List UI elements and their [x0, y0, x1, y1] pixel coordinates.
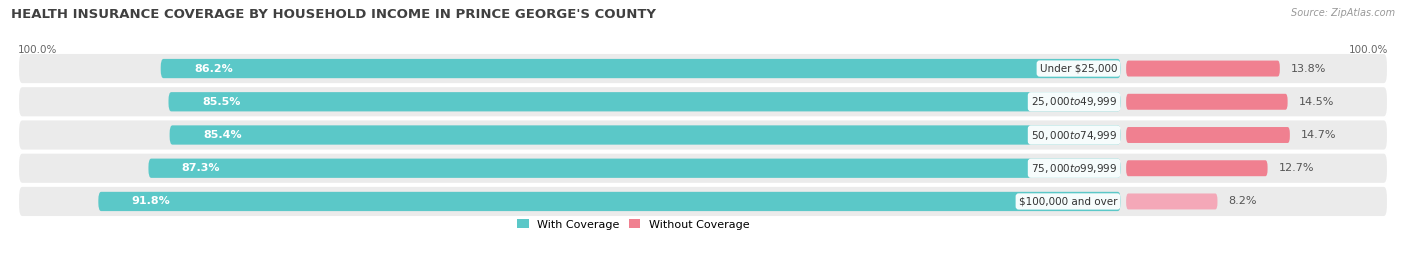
FancyBboxPatch shape [1126, 94, 1288, 110]
FancyBboxPatch shape [1126, 127, 1289, 143]
Text: 12.7%: 12.7% [1278, 163, 1315, 173]
Text: Under $25,000: Under $25,000 [1040, 63, 1118, 73]
Text: $75,000 to $99,999: $75,000 to $99,999 [1031, 162, 1118, 175]
FancyBboxPatch shape [149, 158, 1121, 178]
FancyBboxPatch shape [18, 86, 1388, 117]
Legend: With Coverage, Without Coverage: With Coverage, Without Coverage [517, 219, 749, 230]
FancyBboxPatch shape [1126, 160, 1268, 176]
Text: 85.4%: 85.4% [202, 130, 242, 140]
FancyBboxPatch shape [160, 59, 1121, 78]
FancyBboxPatch shape [18, 186, 1388, 217]
Text: 100.0%: 100.0% [1348, 45, 1388, 55]
Text: 87.3%: 87.3% [181, 163, 221, 173]
Text: 8.2%: 8.2% [1229, 197, 1257, 207]
FancyBboxPatch shape [170, 125, 1121, 145]
Text: 14.5%: 14.5% [1299, 97, 1334, 107]
Text: 86.2%: 86.2% [194, 63, 233, 73]
FancyBboxPatch shape [98, 192, 1121, 211]
FancyBboxPatch shape [1126, 60, 1279, 76]
Text: 100.0%: 100.0% [18, 45, 58, 55]
Text: $25,000 to $49,999: $25,000 to $49,999 [1031, 95, 1118, 108]
Text: $50,000 to $74,999: $50,000 to $74,999 [1031, 129, 1118, 141]
Text: 85.5%: 85.5% [202, 97, 240, 107]
Text: 13.8%: 13.8% [1291, 63, 1326, 73]
Text: 14.7%: 14.7% [1301, 130, 1337, 140]
Text: $100,000 and over: $100,000 and over [1019, 197, 1118, 207]
Text: Source: ZipAtlas.com: Source: ZipAtlas.com [1291, 8, 1395, 18]
FancyBboxPatch shape [18, 53, 1388, 84]
FancyBboxPatch shape [18, 119, 1388, 151]
Text: 91.8%: 91.8% [132, 197, 170, 207]
FancyBboxPatch shape [18, 153, 1388, 184]
FancyBboxPatch shape [1126, 194, 1218, 210]
FancyBboxPatch shape [169, 92, 1121, 112]
Text: HEALTH INSURANCE COVERAGE BY HOUSEHOLD INCOME IN PRINCE GEORGE'S COUNTY: HEALTH INSURANCE COVERAGE BY HOUSEHOLD I… [11, 8, 657, 21]
